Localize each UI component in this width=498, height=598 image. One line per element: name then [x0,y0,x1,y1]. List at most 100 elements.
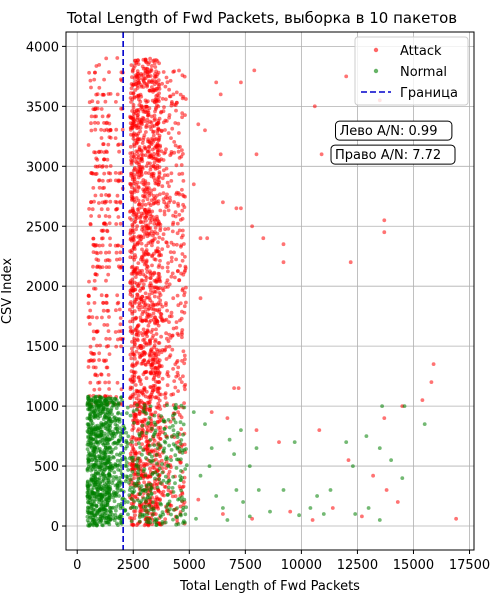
attack-point [140,442,145,447]
attack-point [129,346,134,351]
attack-point [142,480,147,485]
y-tick-label: 3500 [26,100,59,115]
attack-point [136,153,141,157]
attack-point [107,193,112,198]
attack-point [142,298,147,303]
normal-point [136,479,140,484]
normal-point [183,512,188,517]
attack-point [149,318,153,323]
normal-point [147,452,152,456]
attack-point [156,401,161,406]
attack-point [100,186,105,191]
normal-point [112,499,117,504]
normal-point [225,518,230,522]
attack-point [104,336,109,341]
normal-point [112,440,117,445]
attack-point [159,312,164,317]
attack-point [166,269,170,274]
attack-point [153,74,158,79]
attack-point [236,386,241,390]
normal-point [152,413,157,418]
attack-point [180,258,185,263]
attack-point [138,220,143,225]
attack-point [156,349,160,354]
attack-point [105,323,110,327]
attack-point [133,383,138,387]
attack-point [138,296,143,301]
attack-point [150,291,155,295]
normal-point [101,510,105,515]
y-tick-label: 0 [51,520,59,535]
attack-point [175,221,180,226]
attack-point [88,308,93,313]
attack-point [101,142,105,147]
legend-marker [373,68,379,74]
normal-point [110,447,115,452]
attack-point [92,387,97,392]
attack-point [128,96,133,100]
attack-point [130,316,135,321]
normal-point [93,446,97,450]
attack-point [176,121,181,126]
attack-point [154,379,158,384]
normal-point [174,466,179,470]
attack-point [147,400,152,404]
normal-point [98,456,102,461]
attack-point [113,171,118,175]
attack-point [148,269,152,274]
attack-point [97,201,101,205]
attack-point [107,337,112,341]
normal-point [173,420,178,425]
attack-point [138,315,143,320]
attack-point [103,99,108,104]
attack-point [148,74,153,78]
normal-point [113,426,118,431]
normal-point [182,497,187,502]
attack-point [164,119,169,123]
attack-point [344,74,349,79]
attack-point [106,179,111,183]
attack-point [161,158,166,162]
attack-point [183,357,187,362]
attack-point [128,114,133,119]
attack-point [171,242,176,247]
normal-point [142,513,147,517]
attack-point [147,148,151,153]
attack-point [136,421,140,426]
normal-point [114,475,119,479]
attack-point [174,90,179,95]
normal-point [131,409,136,413]
attack-point [144,248,149,252]
normal-point [89,409,94,414]
attack-point [151,129,156,134]
attack-point [155,193,159,198]
normal-point [113,493,117,498]
x-tick-label: 15000 [393,558,434,573]
attack-point [140,159,145,164]
attack-point [151,357,155,362]
attack-point [142,119,147,123]
attack-point [191,182,196,187]
normal-point [112,490,116,494]
normal-point [155,472,160,477]
attack-point [163,150,168,155]
normal-point [167,499,172,504]
attack-point [86,365,91,369]
attack-point [151,311,156,316]
attack-point [155,319,160,323]
normal-point [377,446,382,450]
attack-point [116,264,121,269]
attack-point [139,149,144,154]
attack-point [114,222,119,226]
attack-point [177,278,182,283]
attack-point [94,329,99,334]
attack-point [133,301,137,305]
attack-point [155,128,160,133]
normal-point [148,404,153,409]
normal-point [175,445,180,450]
attack-point [184,300,188,305]
normal-point [99,453,104,458]
attack-point [129,250,134,255]
attack-point [148,350,153,354]
attack-point [134,227,139,232]
